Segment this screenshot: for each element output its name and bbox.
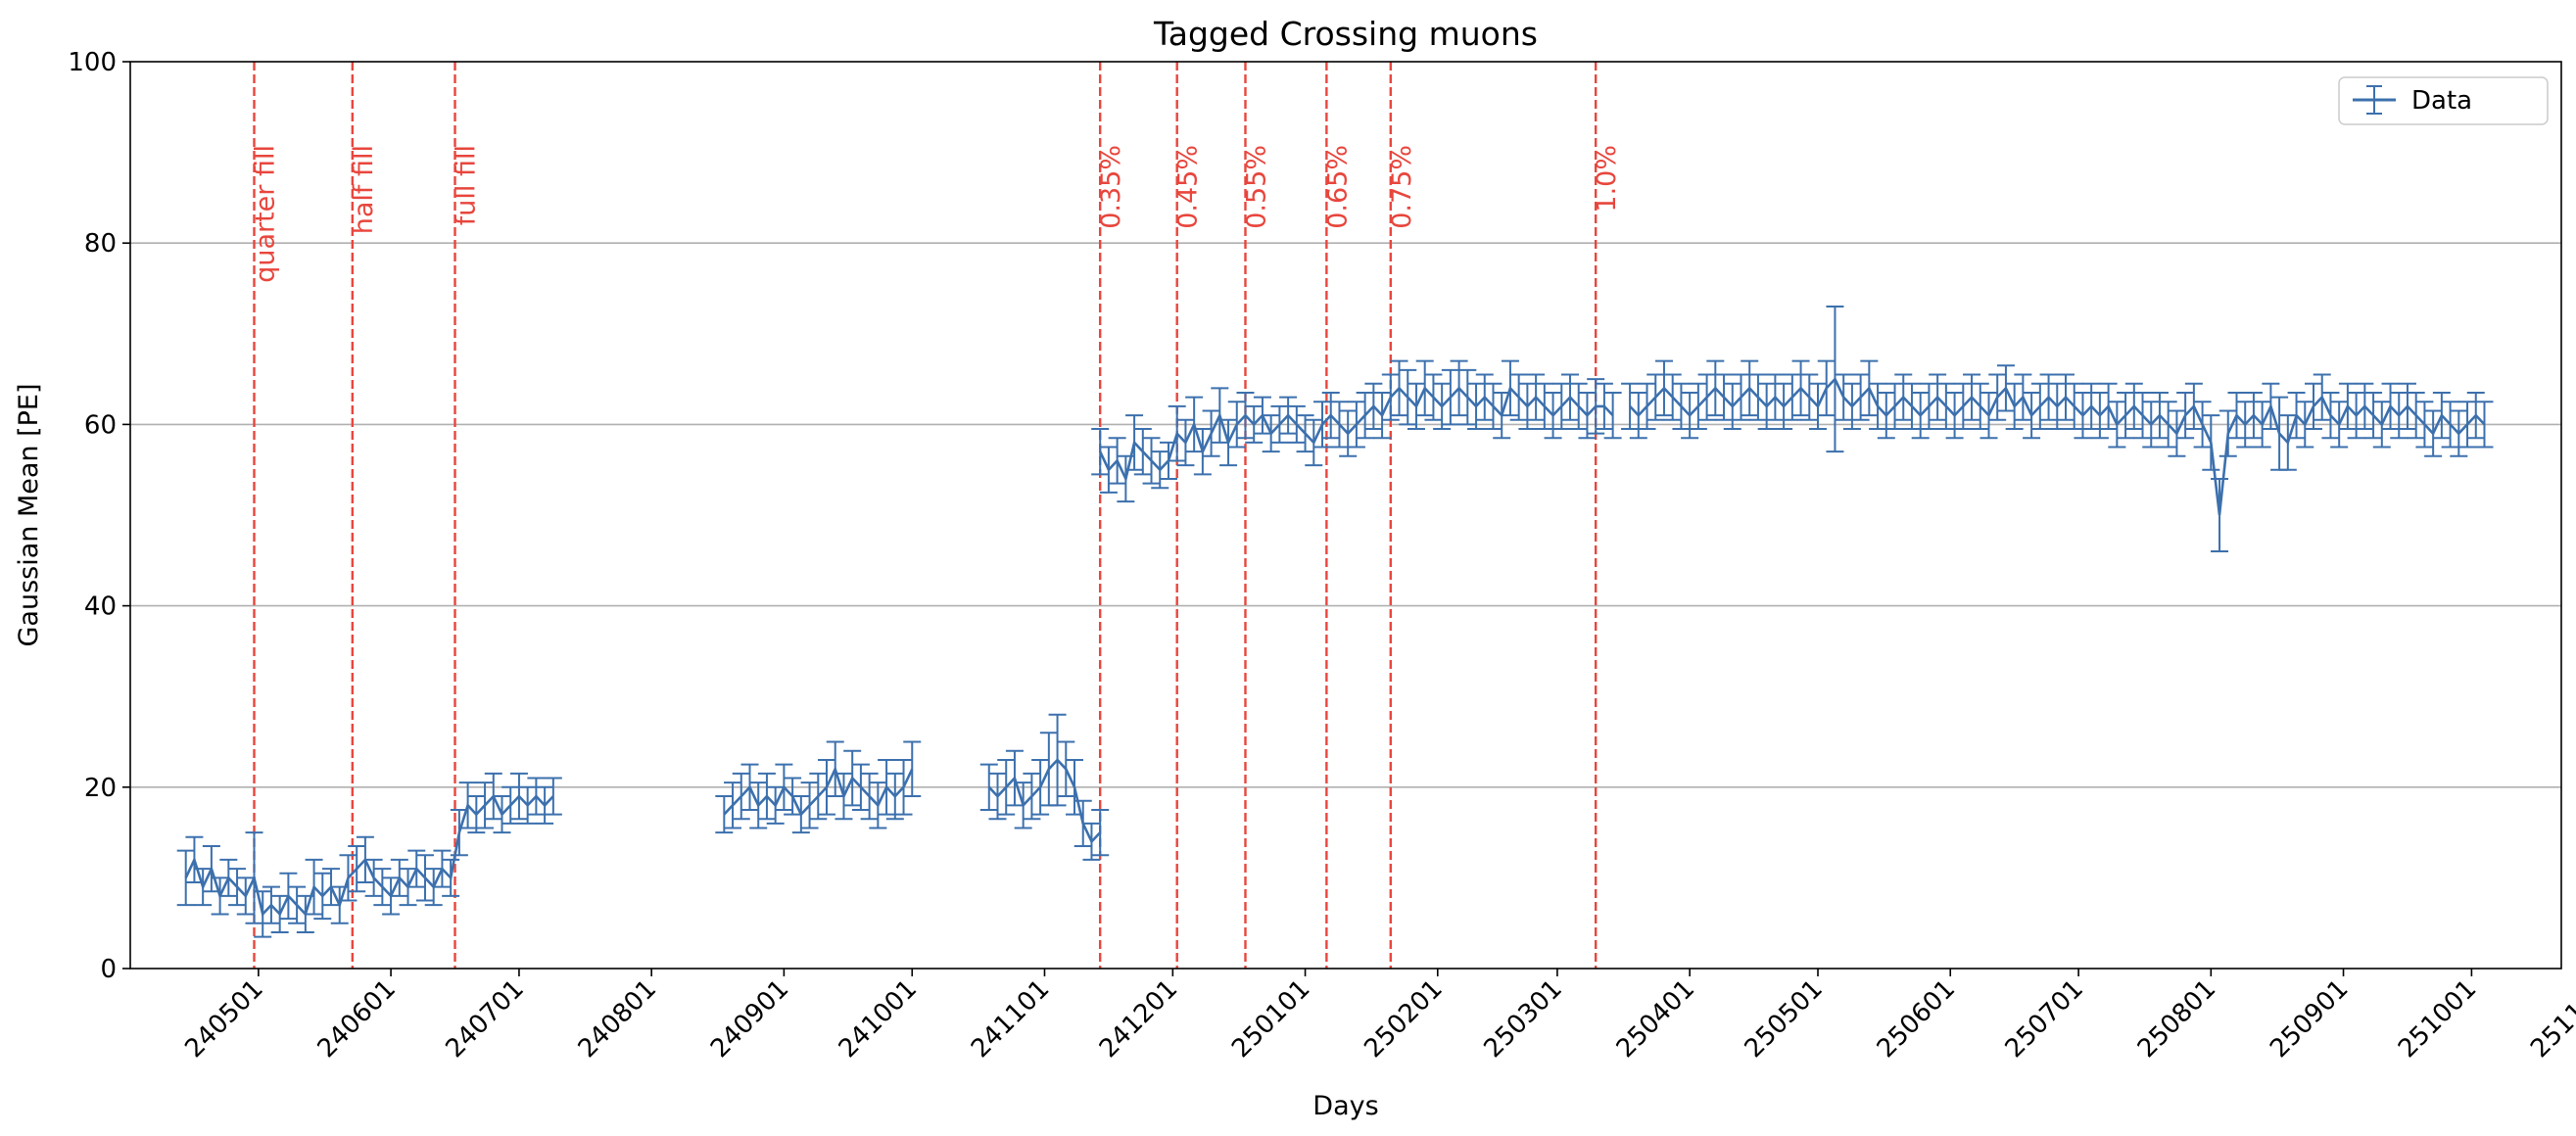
chart-title: Tagged Crossing muons <box>1153 15 1538 53</box>
x-tick-label: 251101 <box>2525 974 2576 1064</box>
fill-marker-label: 0.35% <box>1096 145 1126 229</box>
x-tick-label: 250501 <box>1740 974 1829 1064</box>
x-tick-label: 240901 <box>705 974 794 1064</box>
x-tick-label: 241001 <box>834 974 923 1064</box>
x-tick-label: 250701 <box>2000 974 2089 1064</box>
grid-lines <box>130 242 2561 788</box>
fill-marker-label: 1.0% <box>1592 145 1622 213</box>
x-tick-label: 241201 <box>1094 974 1183 1064</box>
x-tick-label: 241101 <box>966 974 1055 1064</box>
fill-marker-label: 0.55% <box>1241 145 1271 229</box>
plot-frame <box>129 61 2562 970</box>
y-axis-ticks: 0 20 40 60 80 100 <box>68 48 130 984</box>
x-tick-label: 240701 <box>440 974 529 1064</box>
y-tick-label: 60 <box>84 410 117 440</box>
series-line <box>987 758 1102 844</box>
series-line <box>184 793 554 918</box>
legend: Data <box>2338 76 2549 125</box>
x-axis-ticks: 240501 240601 240701 240801 240901 241001 2411… <box>179 969 2576 1064</box>
x-tick-label: 240601 <box>312 974 402 1064</box>
x-tick-label: 240801 <box>573 974 662 1064</box>
y-tick-label: 20 <box>84 774 117 803</box>
x-tick-label: 251001 <box>2393 974 2482 1064</box>
x-tick-label: 250601 <box>1872 974 1961 1064</box>
legend-errorbar-icon <box>2353 85 2396 115</box>
x-tick-label: 250101 <box>1226 974 1315 1064</box>
data-series <box>176 306 2494 938</box>
fill-markers: quarter fill half fill full fill 0.35% 0.45%… <box>250 62 1622 969</box>
legend-label: Data <box>2411 86 2472 116</box>
y-tick-label: 80 <box>84 229 117 259</box>
x-tick-label: 250301 <box>1478 974 1567 1064</box>
fill-marker-label: 0.65% <box>1322 145 1353 229</box>
x-tick-label: 250401 <box>1611 974 1700 1064</box>
fill-marker-label: half fill <box>349 145 379 234</box>
fill-marker-label: 0.75% <box>1387 145 1417 229</box>
y-tick-label: 40 <box>84 592 117 622</box>
x-tick-label: 250201 <box>1359 974 1448 1064</box>
x-tick-label: 240501 <box>179 974 268 1064</box>
x-tick-label: 250901 <box>2265 974 2354 1064</box>
legend-frame <box>2338 76 2549 125</box>
fill-marker-label: full fill <box>452 145 482 225</box>
y-tick-label: 0 <box>100 955 117 984</box>
fill-marker-label: 0.45% <box>1173 145 1204 229</box>
y-axis-label: Gaussian Mean [PE] <box>14 383 44 646</box>
x-tick-label: 250801 <box>2132 974 2221 1064</box>
x-axis-label: Days <box>1312 1091 1378 1121</box>
y-tick-label: 100 <box>68 48 117 77</box>
fill-marker-label: quarter fill <box>250 145 280 283</box>
